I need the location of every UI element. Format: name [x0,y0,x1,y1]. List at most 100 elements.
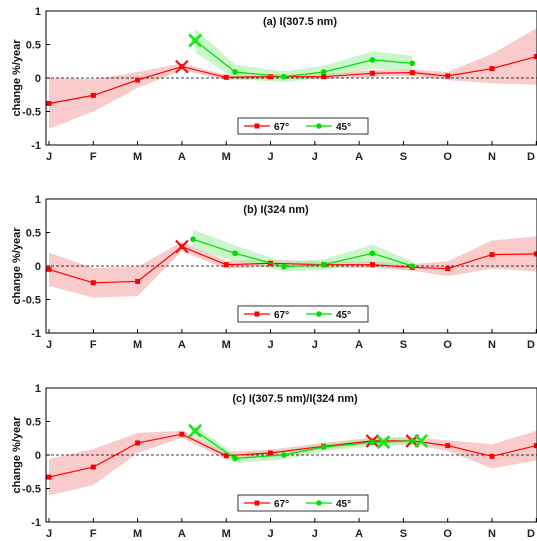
xtick-label-c: F [90,528,97,540]
xtick-label-c: M [133,528,142,540]
line-red-a [48,56,537,105]
cross-stroke [175,59,189,74]
xtick-label-b: J [312,339,318,351]
marker-green-b [320,261,327,268]
ytick-label-a: 0 [35,73,41,85]
xtick-label-b: J [46,339,52,351]
title-a: (a) I(307.5 nm) [263,16,337,28]
marker-red-c [223,453,229,459]
marker-red-b [46,266,52,272]
cross-stroke [188,423,203,438]
xtick-label-c: N [488,528,496,540]
ylabel-a: change %/year [11,39,23,117]
xtick-label-c: O [443,528,452,540]
ytick-label-b: 0.5 [26,228,41,240]
marker-red-a [223,74,229,80]
legend-marker-green [316,123,322,129]
marker-green-b [232,250,238,257]
ytick-label-a: -1 [31,140,41,152]
xtick-label-a: A [178,151,186,163]
legend-label-red: 67° [274,310,289,321]
ytick-label-a: 0.5 [26,40,41,52]
xtick-label-b: D [527,339,535,351]
cross-stroke [414,433,429,448]
ytick-label-b: -0.5 [22,295,41,307]
legend-marker-red [254,123,260,129]
marker-red-a [90,92,96,98]
marker-red-a [489,66,495,72]
ytick-label-b: 1 [35,194,41,206]
xtick-label-a: F [90,151,97,163]
legend-label-red: 67° [274,122,289,133]
marker-green-c [320,444,327,450]
marker-red-c [489,453,495,459]
marker-red-b [533,251,537,257]
marker-red-a [445,73,451,79]
marker-green-b [409,263,416,269]
xtick-label-c: A [178,528,186,540]
marker-green-a [280,73,287,80]
marker-red-c [90,464,96,470]
marker-green-c [232,455,238,462]
xtick-label-b: S [400,339,407,351]
cross-red-b [175,239,189,254]
ytick-label-a: -0.5 [22,107,41,119]
xtick-label-c: M [222,528,231,540]
legend-a: 67° 45° [237,117,369,135]
cross-stroke [188,33,203,48]
legend-label-green: 45° [336,499,351,510]
series-layer-a [46,28,537,129]
cross-red-a [175,59,189,74]
xtick-label-b: O [443,339,452,351]
marker-red-b [223,262,229,268]
marker-green-c [280,452,287,458]
legend-marker-green [316,500,322,506]
xtick-label-a: M [133,151,142,163]
ytick-label-b: -1 [31,328,41,340]
xtick-label-b: F [90,339,97,351]
band-green-b [193,229,413,272]
legend-marker-red [254,311,260,317]
marker-red-b [489,252,495,258]
cross-green-c [376,435,391,450]
xtick-label-b: M [222,339,231,351]
xtick-label-b: M [133,339,142,351]
marker-red-a [409,70,415,76]
marker-green-b [190,236,196,242]
panel-a: (a) I(307.5 nm) change %/year -1 -0.5 0 0.5… [11,6,537,163]
legend-box-a [237,117,369,135]
panel-c: (c) I(307.5 nm)/I(324 nm) change %/year … [11,383,537,540]
marker-red-c [268,450,273,456]
marker-red-a [46,100,52,106]
xtick-label-a: D [527,151,535,163]
xtick-label-a: J [312,151,318,163]
legend-b: 67° 45° [237,305,369,323]
legend-label-green: 45° [336,122,351,133]
marker-green-a [320,69,327,75]
ytick-label-c: 0 [35,450,41,462]
xtick-label-b: A [355,339,363,351]
marker-green-c [369,439,376,446]
marker-red-a [533,54,537,60]
ytick-label-c: -0.5 [22,484,41,496]
line-green-c [194,430,413,460]
title-c: (c) I(307.5 nm)/I(324 nm) [232,393,358,405]
xtick-label-b: N [488,339,496,351]
marker-red-a [321,74,327,80]
marker-red-a [369,70,375,76]
xtick-label-c: S [400,528,407,540]
xtick-label-a: S [400,151,407,163]
ytick-label-c: -1 [31,517,41,529]
marker-red-c [445,443,451,449]
cross-stroke [175,239,189,254]
cross-green-c [414,433,429,448]
xtick-label-a: A [355,151,363,163]
ytick-label-a: 1 [35,6,41,18]
cross-green-c [188,423,203,438]
ytick-label-c: 0.5 [26,417,41,429]
ylabel-b: change %/year [11,227,23,305]
marker-red-c [179,431,185,437]
title-b: (b) I(324 nm) [243,204,309,216]
marker-red-c [135,440,141,446]
